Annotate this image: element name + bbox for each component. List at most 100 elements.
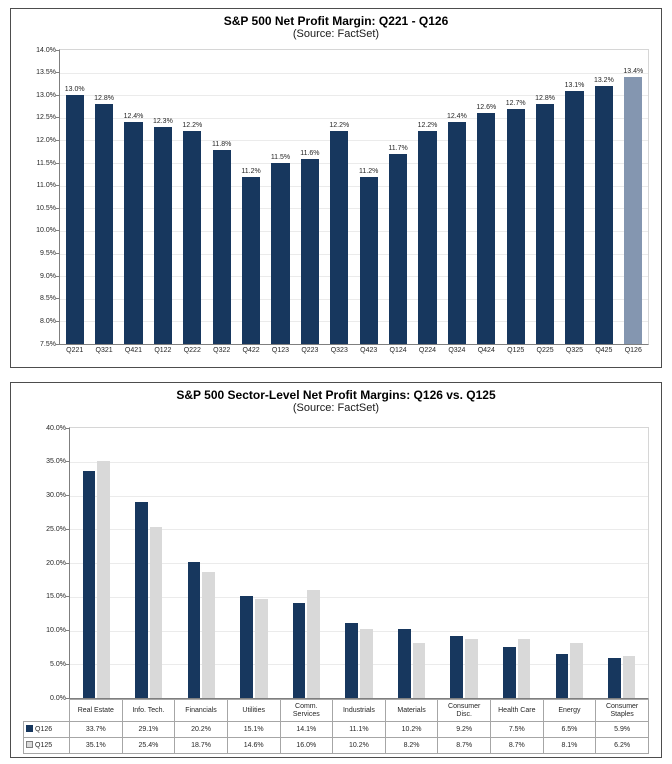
category-label: Q225	[536, 347, 554, 354]
category-label: Q325	[565, 347, 584, 354]
bar-Q126-Comm. Services	[292, 602, 306, 698]
ytick-label: 20.0%	[46, 559, 66, 567]
bar-Q125-Utilities	[254, 599, 268, 698]
y-axis-tick	[56, 207, 60, 209]
value-label: 12.8%	[94, 95, 115, 103]
category-label: Q222	[183, 347, 201, 354]
legend-cell-Q125: Q125	[23, 737, 70, 754]
gridline	[60, 140, 648, 142]
bar-Q321	[94, 104, 114, 344]
value-label: 13.1%	[564, 81, 585, 89]
ytick-label: 14.0%	[36, 46, 56, 54]
category-label: Q422	[242, 347, 260, 354]
y-axis-tick	[66, 630, 70, 631]
table-header-consumer-staples: Consumer Staples	[595, 699, 649, 722]
chart1-plot-area: 14.0% 13.5% 13.0% 12.5% 12.0% 11.5% 11.0% 10.5%…	[36, 47, 649, 354]
y-axis-tick	[66, 495, 70, 496]
bar-Q126-Industrials	[345, 623, 358, 698]
ytick-label: 15.0%	[46, 593, 66, 601]
table-cell-Q126-9: 7.5%	[490, 721, 544, 738]
table-cell-Q125-8: 8.7%	[437, 737, 491, 754]
table-header-materials: Materials	[384, 699, 439, 722]
ytick-label: 30.0%	[46, 492, 66, 499]
chart2-plot-area: 40.0% 35.0% 30.0% 25.0% 20.0% 15.0% 10.0% 5.0% 0…	[46, 425, 649, 702]
gridline	[70, 461, 648, 463]
bar-Q126-Energy	[555, 654, 569, 698]
y-axis-tick	[56, 343, 60, 345]
table-cell-Q125-4: 14.6%	[226, 737, 281, 754]
y-axis-tick	[56, 298, 60, 300]
ytick-label: 10.0%	[36, 227, 56, 235]
y-axis-tick	[56, 185, 60, 187]
bar-Q126-Info. Tech.	[135, 501, 148, 698]
y-axis-tick	[56, 162, 60, 164]
bar-Q224	[418, 131, 437, 344]
ytick-label: 8.0%	[40, 317, 56, 325]
legend-cell-Q126: Q126	[23, 721, 70, 738]
value-label: 11.5%	[270, 154, 291, 162]
chart2-panel: S&P 500 Sector-Level Net Profit Margins:…	[10, 382, 662, 758]
ytick-label: 40.0%	[46, 424, 66, 432]
table-cell-Q125-9: 8.7%	[490, 737, 544, 754]
category-label: Q221	[66, 347, 84, 354]
ytick-label: 9.5%	[40, 250, 56, 258]
bar-Q125-Energy	[570, 643, 583, 698]
value-label: 11.2%	[359, 167, 379, 175]
gridline	[70, 495, 648, 497]
table-cell-Q125-2: 25.4%	[121, 737, 176, 754]
gridline	[60, 298, 648, 300]
bar-Q126-Consumer Staples	[608, 658, 621, 698]
gridline	[60, 276, 648, 278]
table-cell-Q126-4: 15.1%	[226, 721, 281, 738]
gridline	[70, 664, 648, 666]
table-cell-Q126-10: 6.5%	[542, 721, 597, 738]
y-axis-tick	[66, 562, 70, 564]
category-label: Q425	[595, 347, 613, 354]
bar-Q325	[565, 90, 584, 344]
value-label: 13.4%	[623, 68, 644, 76]
legend-swatch-Q126	[26, 725, 33, 733]
table-cell-Q125-3: 18.7%	[174, 737, 228, 754]
value-label: 12.4%	[123, 113, 144, 121]
value-label: 12.3%	[152, 117, 173, 125]
ytick-label: 5.0%	[50, 660, 66, 668]
table-cell-Q126-3: 20.2%	[174, 721, 228, 738]
category-label: Q421	[124, 347, 143, 354]
gridline	[60, 321, 648, 323]
category-label: Q323	[330, 347, 348, 354]
y-axis-tick	[56, 139, 60, 141]
value-label: 11.7%	[388, 145, 408, 153]
category-label: Q321	[95, 347, 113, 354]
table-header-info-tech-: Info. Tech.	[121, 699, 176, 722]
value-label: 12.2%	[329, 122, 350, 130]
ytick-label: 7.5%	[40, 340, 56, 348]
bar-Q323	[330, 131, 349, 344]
gridline	[60, 185, 648, 187]
table-cell-Q126-6: 11.1%	[332, 721, 386, 738]
table-header-row: Real Estate Info. Tech. Financials Utilitie…	[24, 699, 649, 722]
legend-label-Q126: Q126	[35, 726, 53, 734]
y-axis-tick	[56, 230, 60, 232]
bar-Q424	[477, 113, 496, 344]
ytick-label: 35.0%	[46, 458, 66, 466]
bar-Q126	[624, 77, 643, 344]
gridline	[60, 253, 648, 255]
ytick-label: 11.0%	[36, 182, 56, 190]
table-header-consumer-disc-: Consumer Disc.	[437, 699, 491, 722]
table-cell-Q126-5: 14.1%	[279, 721, 334, 738]
bar-Q125-Real Estate	[97, 461, 110, 698]
y-axis-tick	[56, 275, 60, 277]
category-label: Q122	[154, 347, 172, 354]
table-header-energy: Energy	[542, 699, 597, 722]
gridline	[70, 529, 648, 531]
category-label: Q423	[360, 347, 378, 354]
ytick-label: 12.5%	[36, 114, 56, 122]
table-cell-Q125-10: 8.1%	[542, 737, 597, 754]
chart2-subtitle: (Source: FactSet)	[292, 402, 380, 414]
y-axis-tick	[56, 94, 60, 96]
gridline	[70, 596, 648, 598]
table-body: Real Estate Info. Tech. Financials Utilitie…	[23, 699, 649, 754]
ytick-label: 10.5%	[36, 204, 56, 212]
bar-Q425	[594, 86, 613, 344]
